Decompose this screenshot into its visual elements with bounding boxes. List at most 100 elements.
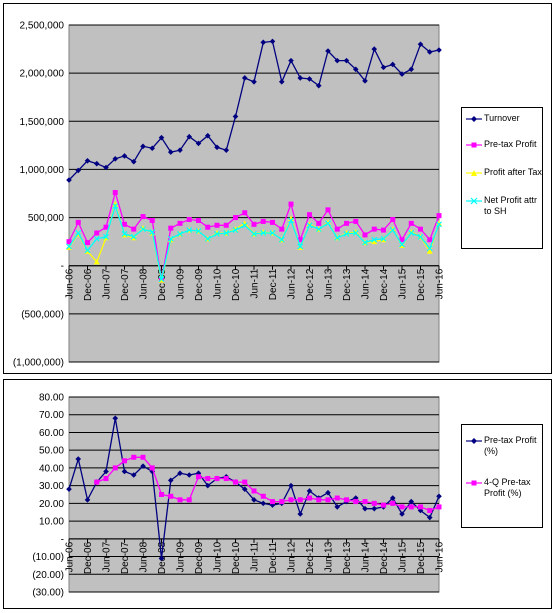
data-point xyxy=(325,497,331,503)
data-point xyxy=(130,158,137,165)
data-point xyxy=(251,497,257,503)
data-point xyxy=(159,492,164,497)
data-point xyxy=(121,231,128,237)
data-point xyxy=(149,229,156,235)
data-point xyxy=(297,511,304,517)
data-point xyxy=(390,216,396,222)
x-tick-label: Jun-10 xyxy=(213,268,224,299)
x-tick-label: Dec-08 xyxy=(157,268,168,301)
data-point xyxy=(362,232,368,238)
data-point xyxy=(112,190,118,196)
x-tick-label: Jun-14 xyxy=(361,541,372,572)
x-tick-label: Dec-10 xyxy=(231,268,242,301)
y-tick-label: (20.00) xyxy=(32,570,64,581)
data-point xyxy=(380,235,387,242)
x-tick-label: Dec-11 xyxy=(268,541,279,573)
data-point xyxy=(316,220,322,226)
legend-key-4q-pretax-profit-pct xyxy=(466,479,482,487)
y-tick-label: 10.00 xyxy=(39,517,64,528)
data-point xyxy=(389,227,396,234)
data-point xyxy=(390,500,396,506)
x-tick-label: Dec-07 xyxy=(120,541,131,574)
data-point xyxy=(75,456,82,462)
y-tick-label: 70.00 xyxy=(39,410,64,421)
data-point xyxy=(306,76,313,82)
y-tick-label: 2,000,000 xyxy=(20,69,65,80)
data-point xyxy=(270,499,275,505)
data-point xyxy=(343,57,350,64)
data-point xyxy=(214,222,220,228)
data-point xyxy=(334,57,341,64)
legend-key-pretax-profit-pct xyxy=(466,437,482,445)
data-point xyxy=(112,465,118,471)
legend-key-profit-after-tax xyxy=(466,169,482,177)
data-point xyxy=(353,218,359,224)
x-tick-label: Dec-15 xyxy=(416,541,427,574)
data-point xyxy=(140,454,146,460)
data-point xyxy=(352,66,359,73)
legend-key-turnover xyxy=(466,115,482,123)
data-point xyxy=(426,245,433,252)
y-tick-label: (1,000,000) xyxy=(13,358,64,369)
data-point xyxy=(158,555,165,562)
data-point xyxy=(112,156,119,162)
data-point xyxy=(371,500,377,506)
data-point xyxy=(167,235,174,242)
data-point xyxy=(93,160,100,167)
data-point xyxy=(315,226,322,233)
data-point xyxy=(278,236,285,243)
x-tick-label: Jun-13 xyxy=(324,268,335,299)
data-point xyxy=(278,79,285,85)
x-tick-label: Dec-06 xyxy=(83,268,94,301)
data-point xyxy=(75,219,81,225)
data-point xyxy=(131,454,137,460)
data-point xyxy=(260,493,266,499)
data-point xyxy=(427,507,433,513)
x-tick-label: Dec-15 xyxy=(416,268,427,301)
data-point xyxy=(315,82,322,89)
y-tick-label: 1,000,000 xyxy=(20,165,65,176)
data-point xyxy=(251,488,257,494)
data-point xyxy=(334,504,341,510)
data-point xyxy=(94,479,100,485)
data-point xyxy=(233,479,238,485)
x-tick-label: Dec-06 xyxy=(83,541,94,574)
data-point xyxy=(140,214,146,220)
data-point xyxy=(205,476,211,482)
data-point xyxy=(307,212,312,218)
data-point xyxy=(381,502,386,508)
chart-2: (30.00) (20.00) (10.00) - 10.00 20.00 30.00 40.… xyxy=(32,393,445,599)
data-point xyxy=(352,230,359,236)
y-tick-label: 2,500,000 xyxy=(20,21,65,32)
legend-label-turnover: Turnover xyxy=(484,113,520,123)
data-point xyxy=(204,482,211,489)
series-4-q-pre-tax-profit xyxy=(94,454,442,513)
x-tick-label: Dec-07 xyxy=(120,268,131,301)
y-tick-label: - xyxy=(61,261,64,272)
data-point xyxy=(241,75,248,81)
plot-area xyxy=(68,396,440,593)
data-point xyxy=(103,233,109,240)
data-point xyxy=(214,476,220,482)
x-tick-label: Jun-09 xyxy=(176,541,187,572)
data-point xyxy=(306,488,313,494)
data-point xyxy=(84,497,91,503)
y-tick-label: 60.00 xyxy=(39,428,64,439)
data-point xyxy=(241,222,248,229)
top-chart-legend: Turnover Pre-tax Profit Profit after Tax… xyxy=(461,107,543,249)
x-tick-label: Jun-14 xyxy=(361,268,372,299)
data-point xyxy=(186,216,192,222)
x-tick-label: Jun-15 xyxy=(398,268,409,299)
data-point xyxy=(186,133,193,140)
legend-label-4q-pretax-profit-pct: 4-Q Pre-tax Profit (%) xyxy=(484,477,531,498)
data-point xyxy=(279,226,285,232)
x-tick-label: Jun-16 xyxy=(435,268,446,299)
data-point xyxy=(167,149,174,155)
data-point xyxy=(223,222,229,228)
data-point xyxy=(325,48,331,54)
x-tick-label: Dec-09 xyxy=(194,268,205,301)
data-point xyxy=(399,511,405,517)
data-point xyxy=(399,237,405,243)
data-point xyxy=(122,221,127,227)
data-point xyxy=(75,167,82,174)
